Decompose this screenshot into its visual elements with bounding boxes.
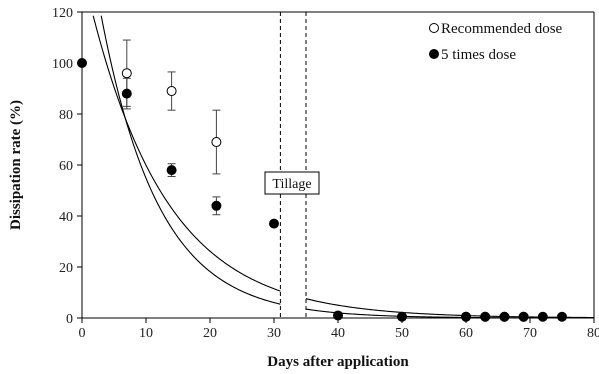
plot-frame bbox=[81, 11, 595, 319]
x-tick-label: 50 bbox=[395, 326, 409, 341]
five-times-dose-point bbox=[537, 311, 548, 322]
x-tick-label: 80 bbox=[587, 326, 599, 341]
tillage-label: Tillage bbox=[272, 177, 311, 192]
ticks bbox=[77, 11, 595, 323]
y-tick-label: 60 bbox=[59, 159, 73, 174]
x-tick-label: 10 bbox=[139, 326, 153, 341]
legend-marker-recommended bbox=[429, 23, 439, 33]
x-tick-label: 40 bbox=[331, 326, 345, 341]
fit-curve-1-segment-2 bbox=[305, 308, 594, 319]
five-times-dose-point bbox=[269, 218, 279, 229]
legend-label-recommended: Recommended dose bbox=[441, 21, 563, 37]
five-times-dose-point bbox=[121, 88, 132, 99]
five-times-dose-point bbox=[557, 311, 567, 322]
tick-labels: 0 10 20 30 40 50 60 70 80 0 20 40 60 80 100 120 bbox=[52, 6, 599, 341]
y-tick-label: 100 bbox=[52, 57, 73, 72]
error-bars bbox=[122, 39, 221, 216]
recommended-dose-point bbox=[211, 137, 222, 148]
y-tick-label: 120 bbox=[52, 6, 73, 21]
five-times-dose-point bbox=[499, 311, 510, 322]
x-tick-label: 70 bbox=[523, 326, 537, 341]
x-tick-label: 0 bbox=[79, 326, 86, 341]
recommended-dose-point bbox=[166, 86, 177, 97]
tillage-label-box bbox=[264, 171, 320, 195]
five-times-dose-point bbox=[211, 200, 222, 211]
fit-curve-2-segment-1 bbox=[92, 15, 281, 292]
five-times-dose-point bbox=[166, 165, 177, 176]
y-tick-label: 40 bbox=[59, 210, 73, 225]
y-axis-title: Dissipation rate (%) bbox=[8, 100, 24, 230]
legend-marker-5x bbox=[429, 49, 439, 59]
x-axis-title: Days after application bbox=[267, 354, 409, 370]
data-points bbox=[77, 58, 567, 322]
y-tick-label: 80 bbox=[59, 108, 73, 123]
fit-curve-2-segment-2 bbox=[305, 298, 595, 319]
fit-curve-1-segment-1 bbox=[100, 15, 281, 305]
x-tick-label: 20 bbox=[203, 326, 217, 341]
five-times-dose-point bbox=[480, 311, 491, 322]
tillage-annotation: Tillage bbox=[264, 12, 320, 318]
five-times-dose-point bbox=[518, 311, 529, 322]
y-tick-label: 0 bbox=[66, 312, 73, 327]
legend: Recommended dose 5 times dose bbox=[429, 21, 563, 63]
legend-label-5x: 5 times dose bbox=[441, 47, 516, 63]
x-tick-label: 30 bbox=[267, 326, 281, 341]
y-tick-label: 20 bbox=[59, 261, 73, 276]
x-tick-label: 60 bbox=[459, 326, 473, 341]
recommended-dose-point bbox=[121, 68, 132, 79]
